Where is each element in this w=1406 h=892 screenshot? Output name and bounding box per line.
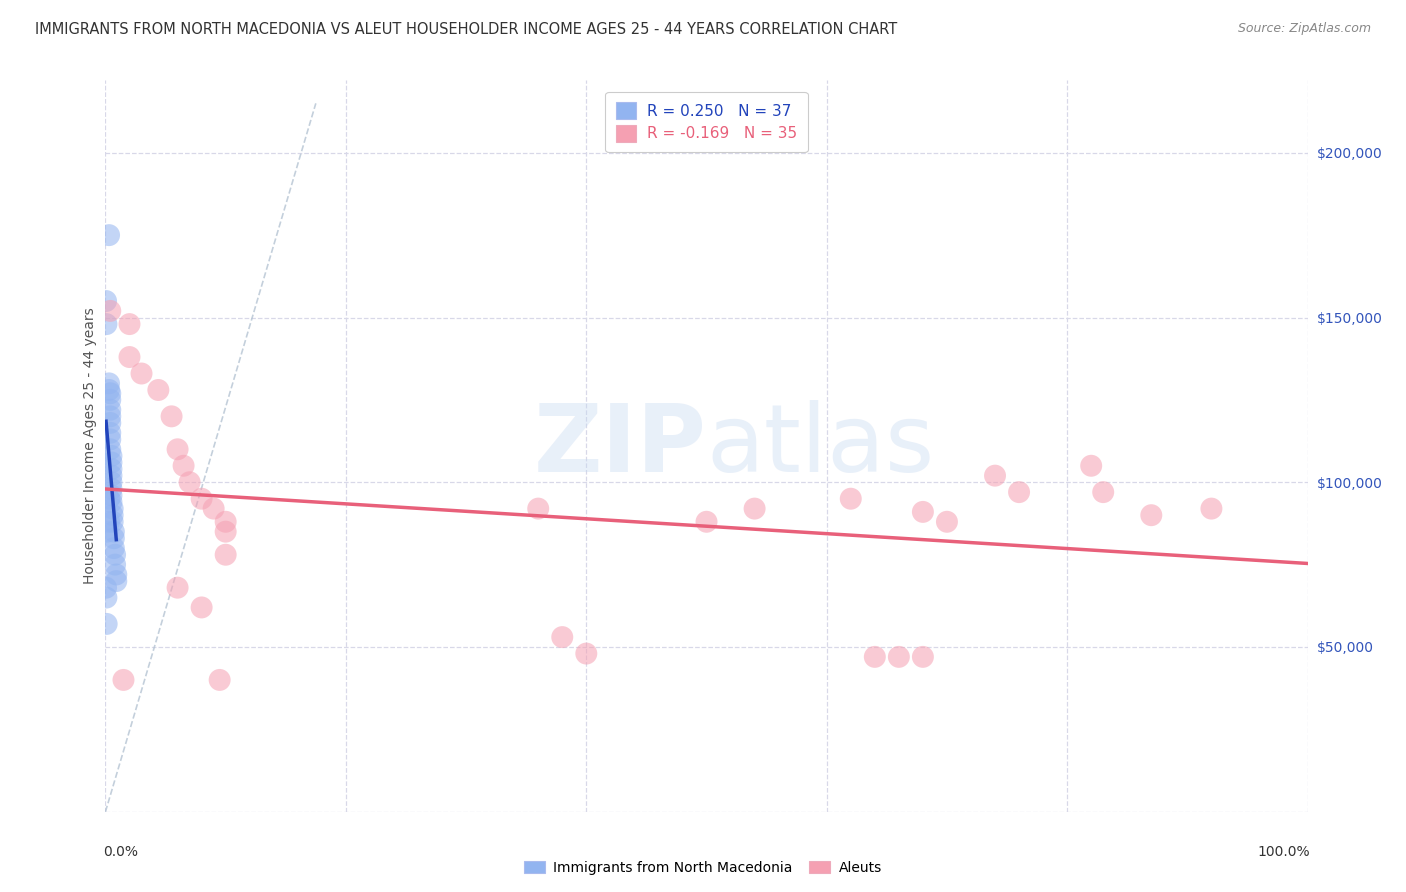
Point <box>104 548 127 562</box>
Point <box>98 416 121 430</box>
Point <box>100 462 122 476</box>
Point <box>112 673 135 687</box>
Point <box>98 383 121 397</box>
Point <box>98 304 121 318</box>
Point <box>208 673 231 687</box>
Point <box>98 515 121 529</box>
Point <box>551 630 574 644</box>
Point <box>166 442 188 457</box>
Point <box>98 386 121 401</box>
Point <box>839 491 862 506</box>
Point <box>96 616 118 631</box>
Point <box>1140 508 1163 523</box>
Point <box>1008 485 1031 500</box>
Text: IMMIGRANTS FROM NORTH MACEDONIA VS ALEUT HOUSEHOLDER INCOME AGES 25 - 44 YEARS C: IMMIGRANTS FROM NORTH MACEDONIA VS ALEUT… <box>35 22 897 37</box>
Point <box>101 508 124 523</box>
Point <box>100 455 122 469</box>
Text: 100.0%: 100.0% <box>1257 845 1310 859</box>
Point <box>160 409 183 424</box>
Text: 0.0%: 0.0% <box>103 845 138 859</box>
Point <box>104 558 127 572</box>
Point <box>98 392 121 407</box>
Point <box>214 548 236 562</box>
Point <box>863 649 886 664</box>
Point <box>1201 501 1223 516</box>
Point <box>100 468 122 483</box>
Point <box>148 383 170 397</box>
Point <box>98 442 121 457</box>
Point <box>98 425 121 440</box>
Point <box>103 541 125 556</box>
Point <box>131 367 153 381</box>
Point <box>936 515 959 529</box>
Point <box>101 515 124 529</box>
Point <box>98 409 121 424</box>
Point <box>744 501 766 516</box>
Point <box>214 524 236 539</box>
Point <box>214 515 236 529</box>
Point <box>166 581 188 595</box>
Point <box>696 515 718 529</box>
Point <box>911 505 934 519</box>
Point <box>103 524 125 539</box>
Legend: R = 0.250   N = 37, R = -0.169   N = 35: R = 0.250 N = 37, R = -0.169 N = 35 <box>606 92 807 153</box>
Point <box>190 600 212 615</box>
Text: Source: ZipAtlas.com: Source: ZipAtlas.com <box>1237 22 1371 36</box>
Point <box>96 317 118 331</box>
Point <box>1092 485 1115 500</box>
Point <box>100 449 122 463</box>
Point <box>100 482 122 496</box>
Point <box>101 501 124 516</box>
Point <box>98 433 121 447</box>
Point <box>100 475 122 490</box>
Y-axis label: Householder Income Ages 25 - 44 years: Householder Income Ages 25 - 44 years <box>83 308 97 584</box>
Point <box>98 491 121 506</box>
Point <box>100 488 122 502</box>
Point <box>173 458 195 473</box>
Point <box>105 574 128 588</box>
Point <box>527 501 550 516</box>
Point <box>103 531 125 545</box>
Point <box>202 501 225 516</box>
Point <box>96 591 118 605</box>
Point <box>98 402 121 417</box>
Point <box>96 524 118 539</box>
Point <box>575 647 598 661</box>
Point <box>94 293 117 308</box>
Text: ZIP: ZIP <box>534 400 707 492</box>
Point <box>118 350 141 364</box>
Point <box>179 475 201 490</box>
Point <box>94 581 117 595</box>
Point <box>984 468 1007 483</box>
Point <box>100 495 122 509</box>
Text: atlas: atlas <box>707 400 935 492</box>
Legend: Immigrants from North Macedonia, Aleuts: Immigrants from North Macedonia, Aleuts <box>519 855 887 880</box>
Point <box>105 567 128 582</box>
Point <box>1080 458 1102 473</box>
Point <box>98 228 121 243</box>
Point <box>98 376 121 391</box>
Point <box>887 649 910 664</box>
Point <box>911 649 934 664</box>
Point <box>190 491 212 506</box>
Point <box>118 317 141 331</box>
